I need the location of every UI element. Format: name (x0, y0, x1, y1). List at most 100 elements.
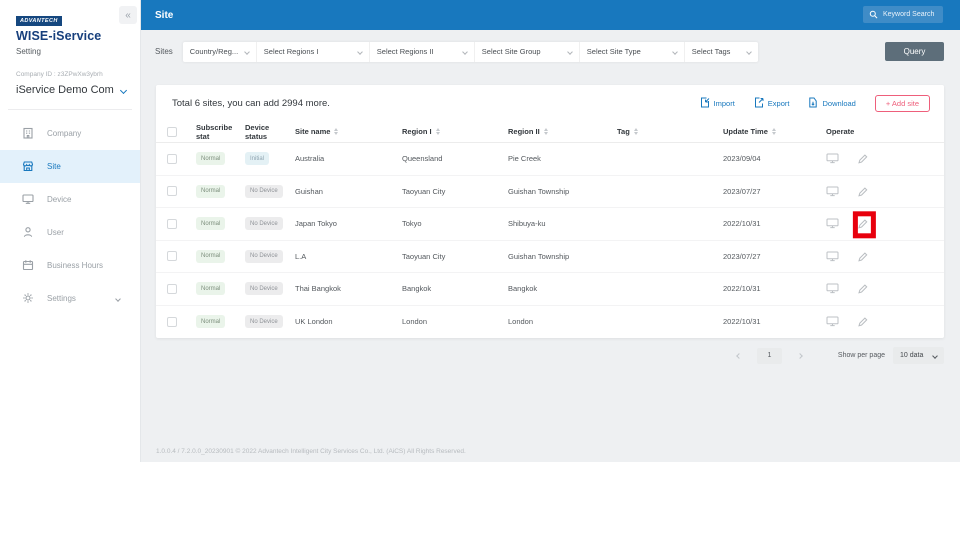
main-content: Sites Country/Reg... Select Regions I Se… (141, 30, 960, 462)
regions-2-select[interactable]: Select Regions II (370, 41, 475, 62)
sort-icon[interactable] (771, 127, 776, 136)
update-time-cell: 2023/07/27 (723, 251, 761, 261)
region-2-cell: Guishan Township (508, 186, 570, 196)
chevron-down-icon (745, 48, 752, 55)
edit-pencil-icon[interactable] (857, 316, 868, 327)
download-button[interactable]: Download (808, 97, 856, 110)
sort-icon[interactable] (543, 127, 548, 136)
row-checkbox[interactable] (167, 186, 177, 197)
page-size-select[interactable]: 10 data (893, 347, 944, 364)
company-name: iService Demo Com (16, 84, 114, 96)
site-type-select[interactable]: Select Site Type (580, 41, 685, 62)
update-time-cell: 2022/10/31 (723, 317, 761, 327)
footer-copyright: 1.0.0.4 / 7.2.0.0_20230901 © 2022 Advant… (156, 448, 466, 455)
sidebar-item-label: Settings (47, 294, 76, 303)
region-1-cell: Bangkok (402, 284, 432, 294)
next-page-button[interactable] (794, 352, 806, 359)
site-name-cell: L.A (295, 251, 307, 261)
sidebar-item-business-hours[interactable]: Business Hours (0, 249, 140, 282)
select-all-checkbox[interactable] (167, 126, 177, 137)
sidebar-item-device[interactable]: Device (0, 183, 140, 216)
subscribe-status-badge: Normal (196, 152, 226, 166)
download-label: Download (822, 98, 856, 108)
sidebar-item-user[interactable]: User (0, 216, 140, 249)
edit-pencil-icon[interactable] (857, 153, 868, 164)
import-button[interactable]: Import (700, 97, 735, 110)
site-group-select[interactable]: Select Site Group (475, 41, 580, 62)
column-header-update-time[interactable]: Update Time (715, 127, 818, 136)
sidebar-item-settings[interactable]: Settings (0, 282, 140, 315)
chevron-down-icon (115, 295, 121, 302)
download-icon (808, 97, 818, 110)
building-icon (21, 126, 35, 142)
device-monitor-icon[interactable] (826, 316, 839, 327)
device-monitor-icon[interactable] (826, 283, 839, 294)
tags-select[interactable]: Select Tags (685, 42, 758, 62)
sidebar-item-site[interactable]: Site (0, 150, 140, 183)
chevron-down-icon (243, 48, 250, 55)
chevron-down-icon (356, 48, 363, 55)
region-2-cell: Shibuya-ku (508, 219, 546, 229)
sidebar-collapse-button[interactable]: « (119, 6, 137, 24)
company-selector[interactable]: iService Demo Com (16, 84, 140, 96)
subscribe-status-badge: Normal (196, 184, 226, 198)
edit-pencil-icon[interactable] (857, 283, 868, 294)
filters-group-label: Sites (155, 47, 173, 56)
device-status-badge: No Device (245, 217, 283, 231)
add-site-button[interactable]: + Add site (874, 94, 930, 112)
device-monitor-icon[interactable] (826, 218, 839, 229)
keyword-search-input[interactable]: Keyword Search (863, 6, 943, 23)
sidebar-item-company[interactable]: Company (0, 117, 140, 150)
previous-page-button[interactable] (733, 352, 745, 359)
table-row: Normal No Device Thai Bangkok Bangkok Bangko… (156, 273, 944, 306)
select-value: Country/Reg... (189, 47, 239, 56)
region-1-cell: Taoyuan City (402, 251, 446, 261)
sidebar-item-label: Device (47, 195, 72, 204)
sidebar-item-label: User (47, 228, 64, 237)
device-monitor-icon[interactable] (826, 251, 839, 262)
export-button[interactable]: Export (754, 97, 790, 110)
regions-1-select[interactable]: Select Regions I (257, 41, 370, 62)
column-header-region-2[interactable]: Region II (500, 127, 609, 136)
row-checkbox[interactable] (167, 218, 177, 229)
subscribe-status-badge: Normal (196, 249, 226, 263)
sort-icon[interactable] (633, 127, 638, 136)
table-toolbar: Total 6 sites, you can add 2994 more. Im… (156, 85, 944, 121)
table-row: Normal No Device Japan Tokyo Tokyo Shibuya-k… (156, 208, 944, 241)
update-time-cell: 2022/10/31 (723, 284, 761, 294)
chevron-down-icon (932, 352, 938, 359)
import-label: Import (713, 98, 735, 108)
column-header-region-1[interactable]: Region I (394, 127, 500, 136)
app-window: « ADVANTECH WISE-iService Setting Compan… (0, 0, 960, 462)
table-header-row: Subscribe stat Device status Site name R… (156, 121, 944, 143)
table-row: Normal No Device L.A Taoyuan City Guishan To… (156, 241, 944, 273)
export-icon (754, 97, 764, 110)
sort-icon[interactable] (435, 127, 440, 136)
edit-pencil-icon[interactable] (857, 251, 868, 262)
row-checkbox[interactable] (167, 283, 177, 294)
chevron-down-icon (461, 48, 468, 55)
page-number-button[interactable]: 1 (756, 347, 782, 364)
topbar: Site Keyword Search (141, 0, 960, 30)
product-subtitle: Setting (16, 47, 41, 56)
device-monitor-icon[interactable] (826, 153, 839, 164)
export-label: Export (767, 98, 790, 108)
search-placeholder: Keyword Search (883, 11, 935, 18)
region-1-cell: Queensland (402, 154, 443, 164)
edit-pencil-icon[interactable] (857, 186, 868, 197)
column-header-site-name[interactable]: Site name (287, 127, 394, 136)
select-value: Select Tags (691, 47, 731, 56)
row-checkbox[interactable] (167, 251, 177, 262)
column-header-tag[interactable]: Tag (609, 127, 715, 136)
sort-icon[interactable] (334, 127, 339, 136)
edit-pencil-icon[interactable] (857, 218, 868, 229)
row-checkbox[interactable] (167, 316, 177, 327)
country-region-select[interactable]: Country/Reg... (183, 41, 257, 62)
filter-bar: Sites Country/Reg... Select Regions I Se… (155, 41, 758, 62)
row-checkbox[interactable] (167, 153, 177, 164)
calendar-icon (21, 258, 35, 274)
query-button[interactable]: Query (885, 42, 944, 61)
site-name-cell: Guishan (295, 186, 323, 196)
device-monitor-icon[interactable] (826, 186, 839, 197)
column-header-operate: Operate (826, 127, 855, 136)
